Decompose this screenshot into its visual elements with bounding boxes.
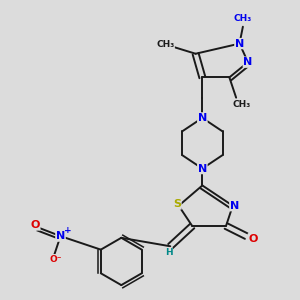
Text: O: O: [248, 234, 258, 244]
Text: N: N: [230, 201, 239, 211]
Text: CH₃: CH₃: [232, 100, 250, 109]
Text: O: O: [31, 220, 40, 230]
Text: S: S: [173, 199, 181, 209]
Text: N: N: [56, 231, 65, 241]
Text: H: H: [165, 248, 172, 257]
Text: N: N: [198, 113, 207, 123]
Text: N: N: [243, 57, 253, 67]
Text: CH₃: CH₃: [156, 40, 174, 49]
Text: CH₃: CH₃: [234, 14, 252, 23]
Text: +: +: [64, 226, 72, 235]
Text: N: N: [235, 39, 244, 49]
Text: N: N: [198, 164, 207, 174]
Text: O⁻: O⁻: [49, 255, 62, 264]
